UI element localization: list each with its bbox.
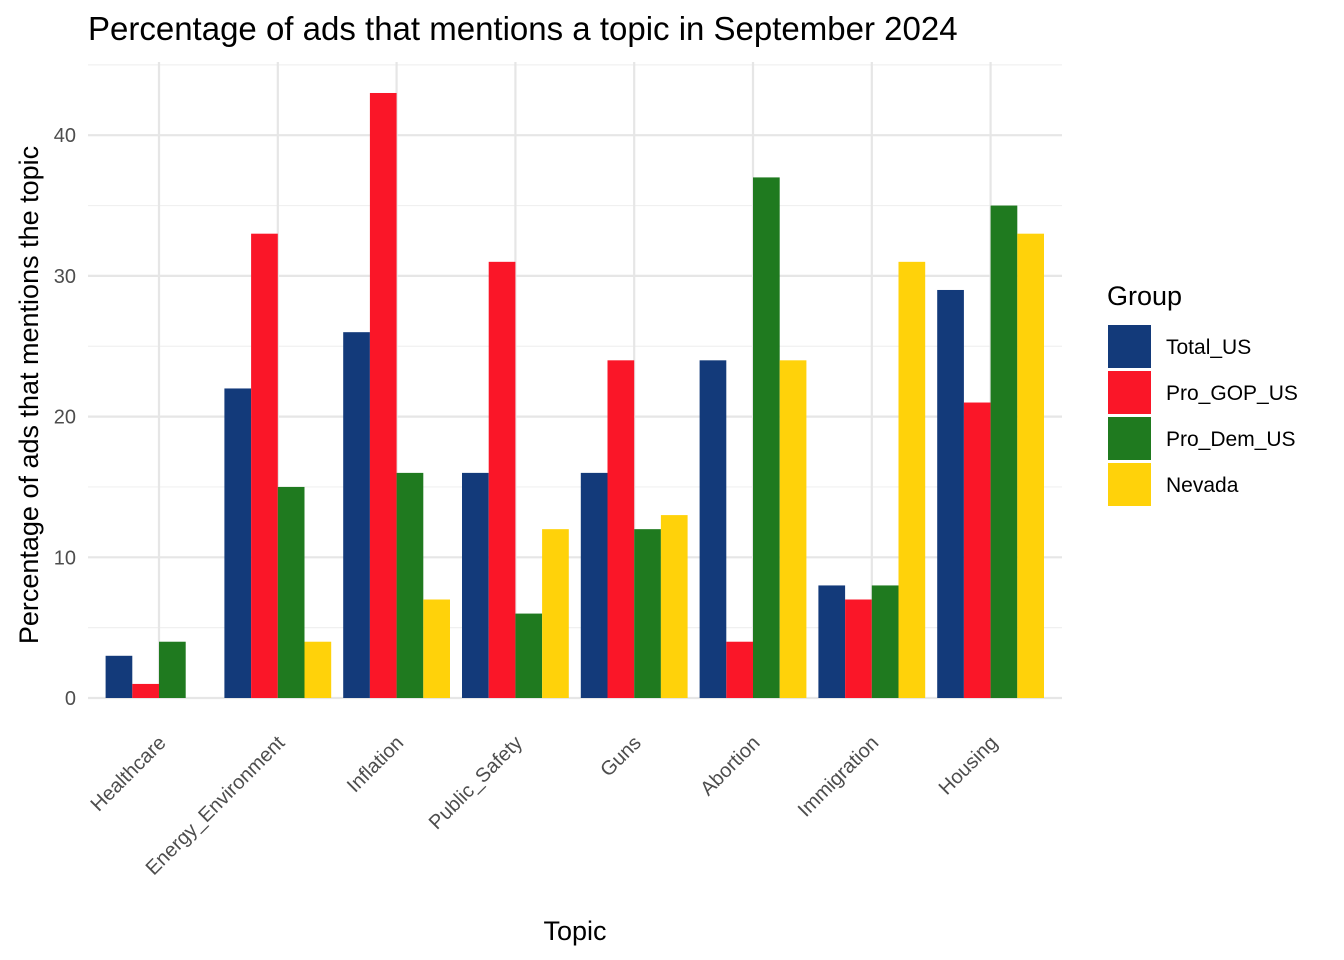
x-tick-label-healthcare: Healthcare: [87, 732, 171, 816]
bar-abortion-total-us: [699, 360, 727, 698]
x-axis-title: Topic: [543, 916, 606, 946]
legend-label-pro-gop-us: Pro_GOP_US: [1166, 382, 1298, 405]
legend-title: Group: [1107, 281, 1182, 311]
legend-label-total-us: Total_US: [1166, 336, 1251, 359]
bar-healthcare-pro-dem-us: [159, 641, 186, 698]
legend-label-pro-dem-us: Pro_Dem_US: [1166, 428, 1296, 451]
bar-energy-environment-pro-dem-us: [277, 486, 305, 698]
y-tick-label: 30: [54, 266, 76, 288]
bar-inflation-pro-gop-us: [369, 92, 397, 699]
bar-housing-pro-gop-us: [963, 402, 991, 698]
legend-swatch-pro-gop-us: [1108, 371, 1151, 414]
bar-healthcare-total-us: [105, 655, 133, 698]
bar-public-safety-total-us: [462, 472, 489, 698]
y-tick-label: 20: [54, 407, 76, 429]
bar-inflation-nevada: [423, 599, 450, 698]
bar-public-safety-pro-gop-us: [488, 261, 516, 698]
x-tick-label-public-safety: Public_Safety: [425, 732, 527, 834]
bar-abortion-nevada: [779, 360, 807, 698]
y-axis-title: Percentage of ads that mentions the topi…: [14, 146, 44, 644]
legend-swatch-total-us: [1108, 325, 1151, 368]
bar-housing-pro-dem-us: [990, 205, 1018, 699]
legend-swatch-pro-dem-us: [1108, 417, 1151, 460]
y-axis-ticks: 0 10 20 30 40: [54, 125, 76, 710]
bar-housing-nevada: [1017, 233, 1044, 698]
bar-abortion-pro-dem-us: [753, 177, 780, 698]
x-tick-label-abortion: Abortion: [696, 732, 764, 800]
bar-public-safety-pro-dem-us: [515, 613, 543, 698]
x-tick-label-immigration: Immigration: [794, 732, 883, 821]
bar-guns-pro-gop-us: [607, 360, 635, 698]
x-tick-label-guns: Guns: [596, 732, 645, 781]
bar-guns-pro-dem-us: [634, 529, 661, 698]
bar-public-safety-nevada: [542, 529, 569, 698]
bar-healthcare-pro-gop-us: [132, 683, 159, 698]
bar-energy-environment-pro-gop-us: [251, 233, 278, 698]
bar-energy-environment-total-us: [224, 388, 252, 698]
y-tick-label: 0: [65, 688, 76, 710]
bar-immigration-pro-gop-us: [845, 599, 872, 698]
bar-abortion-pro-gop-us: [726, 641, 753, 698]
chart-title: Percentage of ads that mentions a topic …: [88, 10, 958, 47]
bar-guns-nevada: [660, 515, 688, 698]
bar-inflation-pro-dem-us: [396, 472, 424, 698]
bars: [105, 92, 1044, 699]
bar-guns-total-us: [580, 472, 608, 698]
bar-immigration-pro-dem-us: [871, 585, 899, 698]
legend-label-nevada: Nevada: [1166, 474, 1239, 497]
x-tick-label-inflation: Inflation: [343, 732, 408, 797]
bar-immigration-nevada: [898, 261, 926, 698]
x-tick-label-housing: Housing: [935, 732, 1002, 799]
bar-energy-environment-nevada: [304, 641, 332, 698]
bar-inflation-total-us: [343, 332, 370, 698]
legend: Group Total_US Pro_GOP_US Pro_Dem_US Nevada: [1107, 281, 1298, 506]
bar-housing-total-us: [937, 289, 964, 698]
legend-swatch-nevada: [1108, 463, 1151, 506]
bar-immigration-total-us: [818, 585, 846, 698]
y-tick-label: 10: [54, 547, 76, 569]
y-tick-label: 40: [54, 125, 76, 147]
